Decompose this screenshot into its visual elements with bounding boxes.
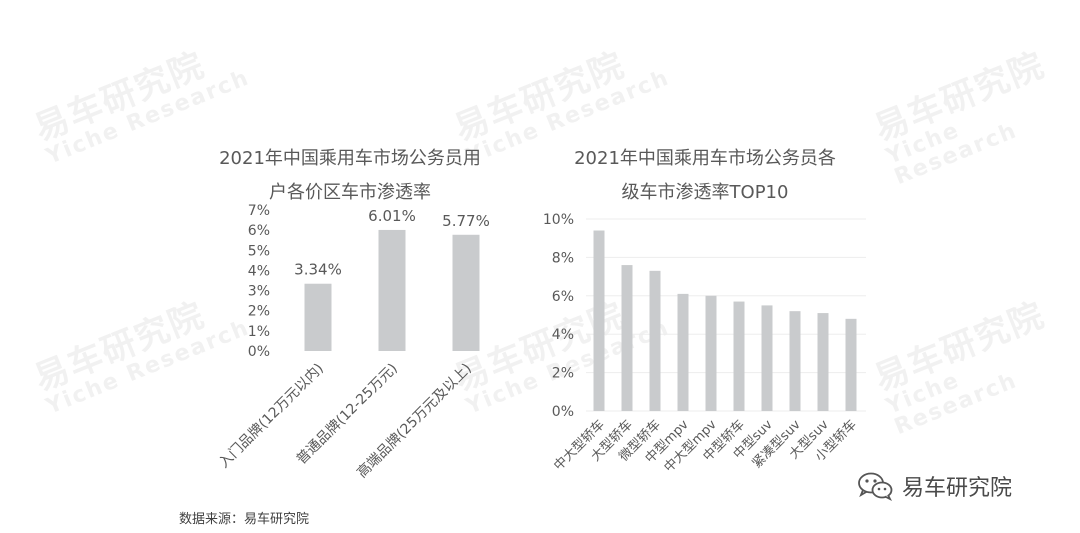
wechat-icon — [858, 472, 893, 502]
chart1-title: 2021年中国乘用车市场公务员用 户各价区车市渗透率 — [190, 142, 510, 210]
bar — [845, 318, 857, 411]
bar — [304, 283, 332, 351]
y-tick-label: 4% — [552, 327, 574, 343]
bar — [705, 295, 717, 411]
chart1-title-line2: 户各价区车市渗透率 — [269, 182, 431, 203]
brand-label: 易车研究院 — [902, 476, 1013, 501]
y-tick-label: 2% — [248, 304, 270, 320]
bar — [761, 305, 773, 411]
bar — [452, 234, 480, 351]
bar — [378, 229, 406, 351]
chart2-title-line1: 2021年中国乘用车市场公务员各 — [574, 148, 836, 169]
data-label: 5.77% — [442, 212, 490, 230]
y-tick-label: 4% — [248, 263, 270, 279]
bar — [593, 230, 605, 411]
data-label: 3.34% — [294, 261, 342, 279]
data-source-note: 数据来源：易车研究院 — [179, 512, 310, 527]
chart1-title-line1: 2021年中国乘用车市场公务员用 — [219, 148, 481, 169]
chart2-title: 2021年中国乘用车市场公务员各 级车市渗透率TOP10 — [545, 142, 865, 210]
y-tick-label: 3% — [248, 284, 270, 300]
data-label: 6.01% — [368, 207, 416, 225]
y-tick-label: 10% — [543, 212, 574, 228]
y-tick-label: 6% — [552, 289, 574, 305]
bar — [817, 313, 829, 411]
y-tick-label: 0% — [552, 404, 574, 420]
y-tick-label: 0% — [248, 344, 270, 360]
bar — [621, 265, 633, 411]
y-tick-label: 7% — [248, 203, 270, 219]
y-tick-label: 1% — [248, 324, 270, 340]
bar — [677, 293, 689, 411]
y-tick-label: 5% — [248, 243, 270, 259]
chart2-title-line2: 级车市渗透率TOP10 — [621, 182, 789, 203]
bar — [789, 311, 801, 411]
y-tick-label: 2% — [552, 366, 574, 382]
bar — [733, 301, 745, 411]
brand-logo: 易车研究院 — [856, 470, 1012, 502]
bar — [649, 270, 661, 411]
y-tick-label: 6% — [248, 223, 270, 239]
y-tick-label: 8% — [552, 250, 574, 266]
